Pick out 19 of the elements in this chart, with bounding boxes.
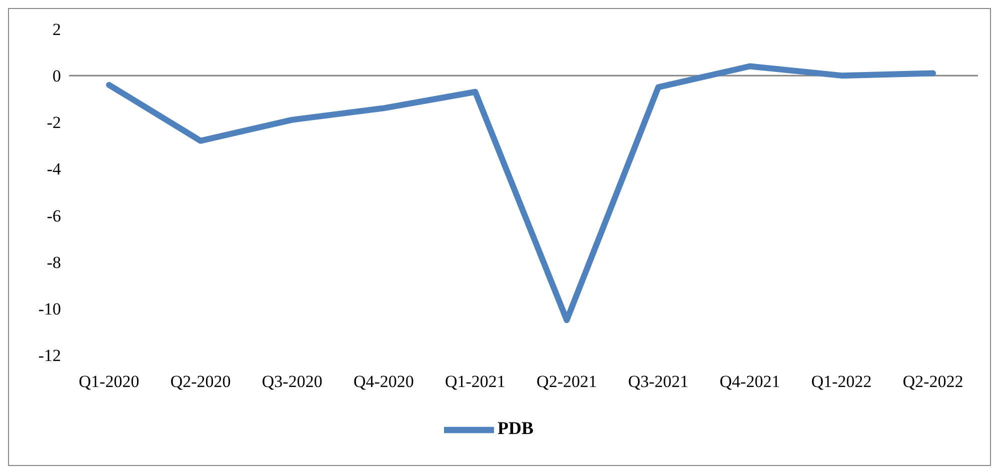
y-tick-label: -10	[38, 299, 61, 318]
legend-label: PDB	[498, 418, 534, 438]
x-tick-label: Q2-2021	[536, 372, 598, 392]
x-tick-label: Q2-2022	[902, 372, 964, 392]
y-tick-label: 0	[52, 66, 61, 86]
x-tick-label: Q3-2020	[262, 372, 322, 392]
x-tick-label: Q4-2021	[720, 372, 780, 392]
y-tick-label: -8	[46, 252, 61, 272]
x-tick-label: Q1-2022	[811, 372, 872, 392]
y-tick-label: -12	[38, 346, 61, 366]
y-tick-label: -2	[46, 113, 61, 132]
x-tick-label: Q3-2021	[628, 372, 689, 392]
y-tick-label: -4	[46, 160, 62, 179]
y-tick-label: -6	[46, 206, 61, 226]
x-tick-label: Q1-2021	[444, 372, 506, 392]
x-tick-label: Q2-2020	[170, 372, 231, 392]
y-tick-label: 2	[52, 20, 61, 40]
x-tick-label: Q1-2020	[78, 372, 140, 392]
x-tick-label: Q4-2020	[353, 372, 414, 392]
